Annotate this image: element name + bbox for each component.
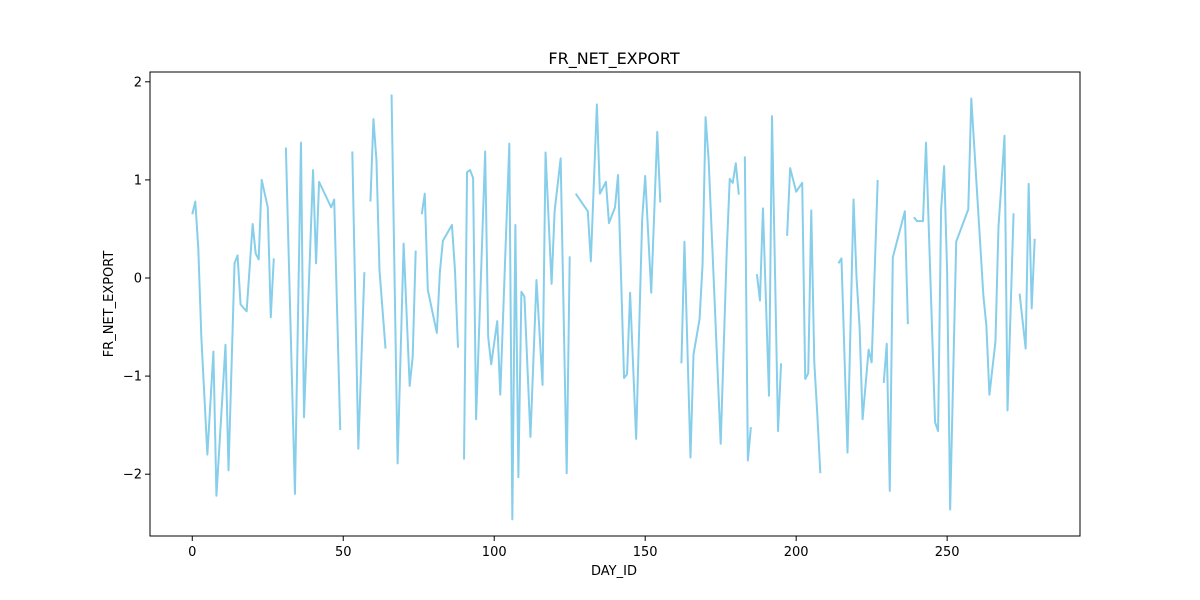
- x-axis: 0 50 100 150 200 250: [188, 536, 960, 560]
- x-tick-label: 50: [335, 545, 352, 560]
- series-line-segment: [786, 167, 822, 474]
- x-tick-label: 150: [633, 545, 658, 560]
- x-tick-label: 250: [935, 545, 960, 560]
- series-line-segment: [390, 94, 417, 465]
- series-line-segment: [284, 141, 342, 495]
- series-line-segment: [463, 142, 571, 521]
- x-axis-label: DAY_ID: [591, 564, 637, 579]
- y-tick-label: −2: [123, 468, 142, 483]
- y-axis: −2 −1 0 1 2: [123, 75, 150, 483]
- y-tick-label: 2: [134, 75, 142, 90]
- series-line-segment: [755, 115, 783, 433]
- plot-frame: [149, 71, 1081, 537]
- series-line-segment: [882, 210, 909, 492]
- series-line-segment: [420, 192, 459, 348]
- x-tick-label: 0: [188, 545, 196, 560]
- y-axis-label: FR_NET_EXPORT: [102, 251, 117, 358]
- series-line-segment: [837, 179, 879, 454]
- chart-title: FR_NET_EXPORT: [548, 49, 679, 69]
- series-line-segment: [369, 118, 387, 349]
- x-tick-label: 200: [784, 545, 809, 560]
- plot-area: [191, 94, 1036, 521]
- series-line-segment: [191, 178, 275, 497]
- series-line-segment: [743, 156, 752, 462]
- x-tick-label: 100: [482, 545, 507, 560]
- series-line-segment: [913, 97, 1015, 511]
- series-line-segment: [574, 103, 662, 440]
- y-tick-label: −1: [123, 370, 142, 385]
- series-line-segment: [680, 116, 740, 459]
- y-tick-label: 1: [134, 173, 142, 188]
- y-tick-label: 0: [134, 272, 142, 287]
- series-line-segment: [1018, 182, 1036, 350]
- series-line-segment: [351, 151, 366, 450]
